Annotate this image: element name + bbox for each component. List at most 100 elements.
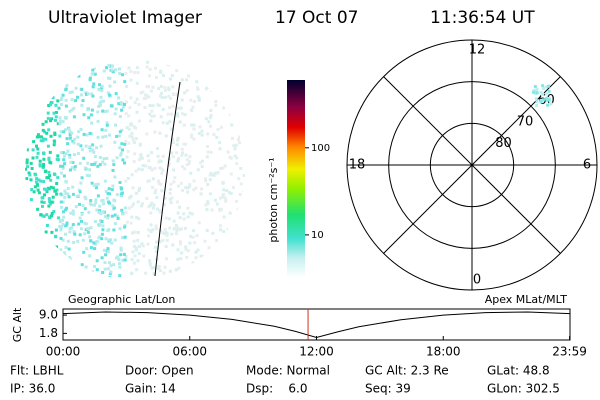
pixel (170, 232, 174, 236)
pixel (219, 207, 223, 211)
pixel (146, 242, 150, 246)
pixel (136, 238, 140, 242)
pixel (85, 133, 89, 137)
pixel (53, 131, 57, 135)
pixel (153, 191, 157, 195)
pixel (132, 244, 136, 248)
pixel (171, 243, 175, 247)
pixel (119, 153, 123, 157)
pixel (135, 110, 139, 114)
pixel (106, 91, 110, 95)
pixel (168, 197, 172, 201)
pixel (222, 215, 226, 219)
info-field: Gain: 14 (125, 382, 176, 396)
pixel (100, 128, 104, 132)
info-field: GLon: 302.5 (487, 382, 560, 396)
pixel (64, 128, 67, 132)
pixel (59, 225, 63, 229)
pixel (189, 171, 193, 175)
pixel (90, 121, 94, 125)
pixel (26, 165, 30, 169)
info-field: Door: Open (125, 364, 194, 378)
pixel (47, 156, 51, 160)
pixel (141, 164, 145, 168)
pixel (86, 108, 90, 112)
pixel (64, 180, 68, 183)
pixel (235, 156, 239, 160)
pixel (59, 130, 63, 134)
pixel (117, 134, 121, 138)
pixel (45, 131, 49, 135)
pixel (151, 266, 155, 270)
pixel (127, 114, 131, 118)
pixel (71, 212, 75, 216)
timeline-left-label: Geographic Lat/Lon (68, 293, 175, 306)
pixel (209, 150, 213, 154)
pixel (159, 94, 162, 98)
pixel (170, 112, 174, 116)
pixel (95, 259, 99, 263)
pixel (86, 230, 90, 234)
lat-ring (429, 122, 515, 208)
pixel (89, 113, 93, 117)
pixel (154, 227, 158, 231)
pixel (200, 165, 204, 169)
pixel (141, 244, 145, 248)
pixel (83, 195, 87, 199)
pixel (82, 156, 86, 160)
pixel (63, 154, 66, 158)
pixel (237, 135, 241, 139)
pixel (148, 67, 152, 71)
pixel (106, 247, 110, 251)
pixel (80, 148, 84, 152)
pixel (150, 109, 154, 113)
pixel (157, 179, 160, 183)
pixel (145, 132, 149, 136)
pixel (106, 214, 110, 218)
aurora-pixel (546, 103, 550, 107)
pixel (73, 167, 77, 171)
pixel (115, 134, 119, 138)
pixel (31, 148, 35, 152)
pixel (205, 86, 209, 90)
pixel (114, 68, 118, 72)
pixel (234, 217, 238, 220)
pixel (76, 95, 79, 99)
pixel (221, 239, 225, 243)
pixel (76, 152, 80, 155)
aurora-pixel (545, 96, 549, 100)
pixel (102, 157, 106, 161)
pixel (73, 232, 77, 236)
pixel (108, 84, 112, 88)
pixel (61, 238, 65, 242)
pixel (155, 147, 159, 150)
pixel (171, 127, 174, 131)
pixel (104, 253, 108, 257)
pixel (41, 204, 44, 208)
pixel (169, 96, 173, 100)
lat-ring (346, 39, 598, 291)
pixel (103, 162, 107, 166)
pixel (129, 78, 133, 82)
pixel (94, 183, 98, 187)
pixel (53, 173, 57, 177)
pixel (46, 116, 50, 120)
pixel (41, 164, 45, 168)
pixel (48, 150, 52, 154)
pixel (37, 191, 41, 195)
pixel (199, 161, 203, 165)
pixel (118, 115, 122, 119)
pixel (52, 111, 56, 115)
pixel (80, 219, 83, 223)
pixel (41, 128, 45, 132)
pixel (151, 206, 155, 210)
pixel (61, 164, 65, 168)
pixel (219, 228, 222, 232)
pixel (44, 230, 48, 234)
pixel (175, 143, 179, 147)
pixel (65, 84, 69, 87)
pixel (159, 209, 162, 213)
pixel (63, 255, 67, 259)
pixel (94, 242, 98, 246)
pixel (123, 161, 126, 165)
